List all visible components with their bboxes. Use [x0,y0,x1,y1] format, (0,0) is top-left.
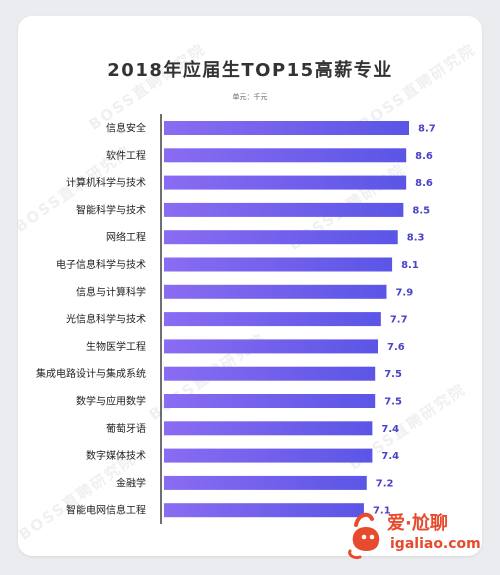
bar [164,339,379,354]
bar [164,366,376,381]
bar [164,121,409,135]
category-label: 集成电路设计与集成系统 [36,367,146,380]
category-label: 计算机科学与技术 [66,176,146,189]
logo-mascot-icon [348,512,380,559]
value-label: 8.3 [407,233,425,244]
category-label: 电子信息科学与技术 [56,258,146,271]
category-label: 数学与应用数学 [76,395,146,408]
bar [164,421,373,436]
value-label: 8.7 [418,124,436,135]
value-label: 8.1 [401,260,419,271]
value-label: 8.5 [412,205,430,216]
value-label: 7.9 [395,287,413,298]
bar [164,230,398,245]
bar-chart: 信息安全 8.7 软件工程 8.6 计算机科学与技术 8.6 智能科学与技术 8.5 网络工程 8… [36,114,436,524]
category-label: 数字媒体技术 [86,449,146,462]
bar [164,175,407,190]
category-label: 葡萄牙语 [106,422,146,435]
value-label: 7.1 [373,506,391,517]
bar [164,257,393,272]
category-label: 金融学 [116,476,146,489]
category-label: 软件工程 [106,149,146,162]
value-label: 8.6 [415,178,433,189]
bar [164,312,381,327]
value-label: 7.5 [384,397,402,408]
category-label: 网络工程 [106,231,146,244]
logo-text: 爱·尬聊 [387,513,448,534]
category-label: 信息安全 [106,122,146,135]
logo-url: igaliao.com [390,536,481,552]
value-label: 8.6 [415,151,433,162]
category-label: 生物医学工程 [86,340,146,353]
value-label: 7.2 [376,478,394,489]
bar [164,284,387,299]
value-label: 7.4 [381,451,399,462]
chart-card: BOSS直聘研究院 BOSS直聘研究院 BOSS直聘研究院 BOSS直聘研究院 … [18,16,482,556]
category-label: 光信息科学与技术 [66,313,146,326]
value-label: 7.5 [384,369,402,380]
bar [164,148,407,163]
chart-title: 2018年应届生TOP15高薪专业 [107,60,393,81]
site-logo: 爱·尬聊 igaliao.com [346,505,496,570]
category-label: 信息与计算科学 [76,285,146,298]
bar [164,394,376,408]
unit-label: 单元：千元 [232,93,268,101]
bar [164,503,364,518]
category-label: 智能电网信息工程 [66,504,146,517]
value-label: 7.4 [381,424,399,435]
category-label: 智能科学与技术 [76,203,146,216]
bar [164,475,367,490]
bar [164,202,404,217]
bar [164,448,373,463]
value-label: 7.6 [387,342,405,353]
value-label: 7.7 [390,315,408,326]
